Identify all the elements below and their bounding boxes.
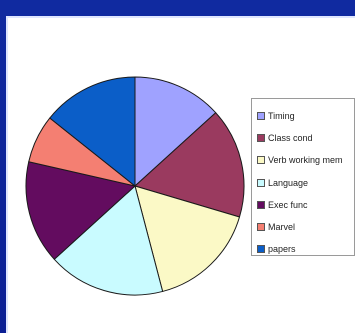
legend-item-class-cond: Class cond: [257, 127, 354, 149]
legend-swatch-papers: [257, 245, 265, 254]
legend-swatch-language: [257, 178, 265, 187]
pie-slice-timing: [134, 76, 217, 187]
legend-label-language: Language: [268, 177, 309, 188]
legend-item-timing: Timing: [257, 105, 354, 127]
legend-label-timing: Timing: [268, 111, 295, 122]
legend-label-exec-func: Exec func: [268, 199, 308, 210]
pie-slice-exec-func: [25, 161, 136, 260]
legend-item-marvel: Marvel: [257, 216, 354, 238]
legend-item-exec-func: Exec func: [257, 194, 354, 216]
legend-swatch-timing: [257, 112, 265, 121]
legend-item-papers: papers: [257, 238, 354, 260]
legend-swatch-marvel: [257, 223, 265, 232]
legend-swatch-exec-func: [257, 200, 265, 209]
legend-label-class-cond: Class cond: [268, 133, 313, 144]
legend-label-papers: papers: [268, 244, 296, 255]
pie-slice-verb-working-mem: [134, 185, 240, 292]
pie-slice-papers: [49, 76, 136, 187]
legend-item-language: Language: [257, 172, 354, 194]
legend-label-verb-working-mem: Verb working mem: [268, 155, 343, 166]
legend-item-verb-working-mem: Verb working mem: [257, 149, 354, 171]
chart-legend: Timing Class cond Verb working mem Langu…: [251, 98, 355, 256]
legend-swatch-class-cond: [257, 134, 265, 143]
legend-label-marvel: Marvel: [268, 222, 296, 233]
legend-swatch-verb-working-mem: [257, 156, 265, 165]
pie-slices: [25, 76, 245, 296]
pie-slice-language: [53, 185, 164, 296]
pie-slice-class-cond: [134, 112, 245, 218]
